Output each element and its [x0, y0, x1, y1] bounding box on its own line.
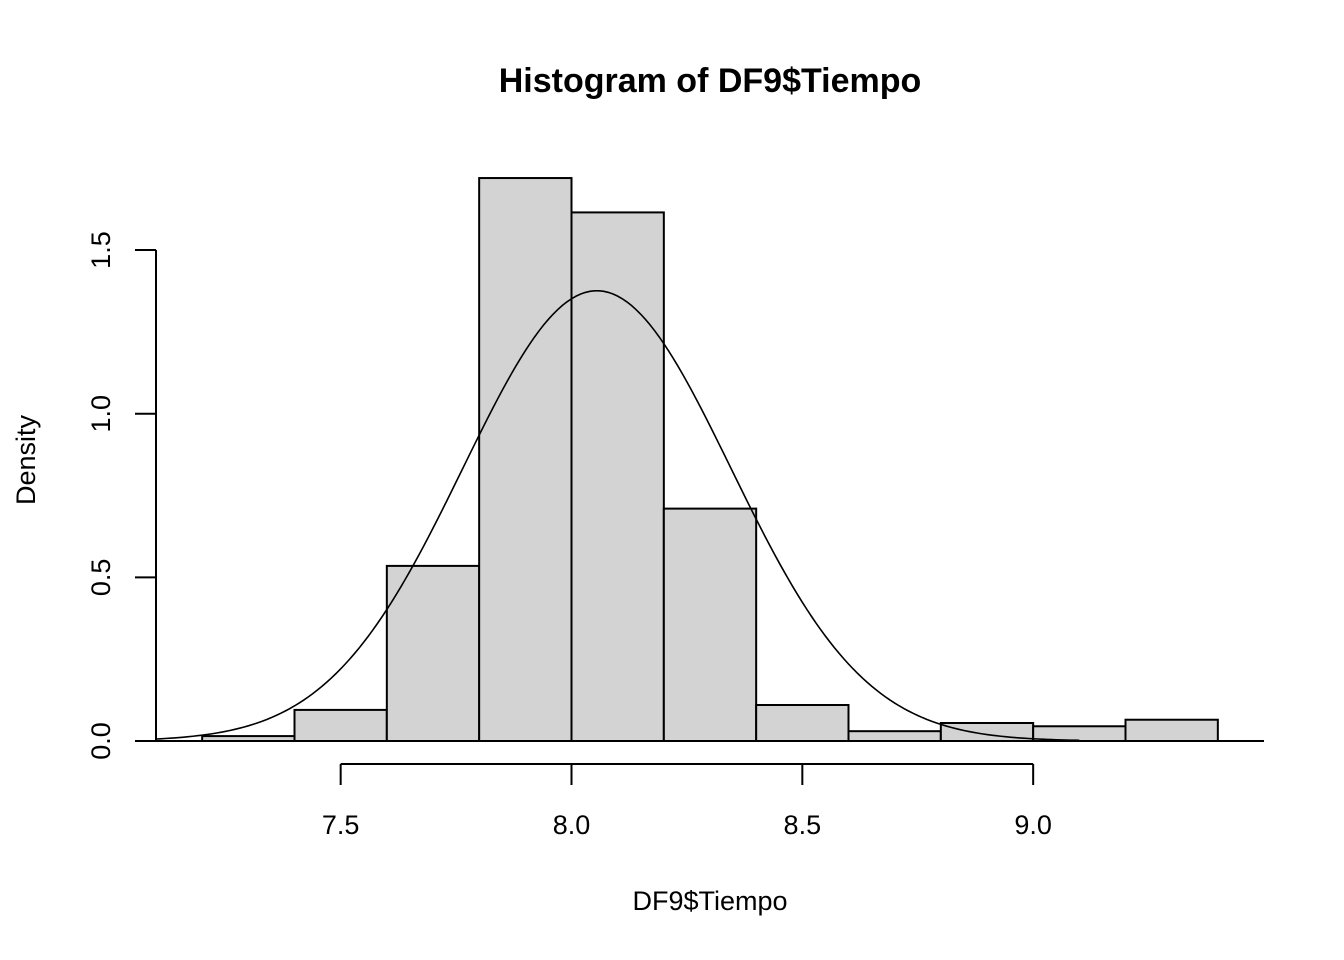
- histogram-bar-6: [755, 703, 850, 743]
- y-tick-label: 1.0: [86, 395, 116, 433]
- histogram-bar-5: [662, 507, 758, 742]
- x-tick-label: 7.5: [322, 810, 360, 840]
- histogram-bar-3: [478, 177, 573, 742]
- y-axis-label: Density: [11, 414, 41, 505]
- x-tick-label: 9.0: [1014, 810, 1052, 840]
- y-tick-label: 0.5: [86, 559, 116, 597]
- y-tick-label: 1.5: [86, 231, 116, 269]
- chart-title: Histogram of DF9$Tiempo: [499, 62, 922, 100]
- density-curve-group: [155, 290, 1080, 742]
- x-tick-label: 8.0: [553, 810, 591, 840]
- histogram-bars: [201, 177, 1219, 743]
- histogram-bar-7: [847, 730, 942, 743]
- y-tick-label: 0.0: [86, 722, 116, 760]
- histogram-bar-4: [570, 211, 665, 742]
- x-axis-label: DF9$Tiempo: [632, 886, 787, 916]
- x-tick-label: 8.5: [784, 810, 822, 840]
- x-axis: 7.5 8.0 8.5 9.0: [156, 740, 1264, 840]
- histogram-bar-1: [293, 708, 388, 742]
- histogram-bar-2: [385, 564, 481, 742]
- histogram-bar-10: [1124, 718, 1219, 743]
- density-curve: [155, 290, 1080, 742]
- y-axis: 0.0 0.5 1.0 1.5: [86, 231, 157, 760]
